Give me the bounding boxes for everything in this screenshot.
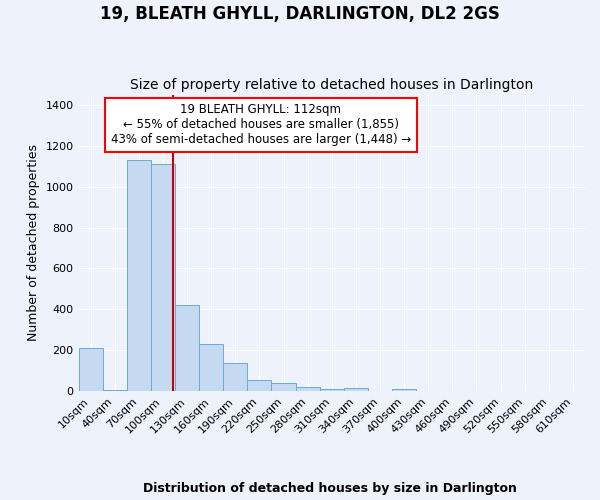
- Y-axis label: Number of detached properties: Number of detached properties: [27, 144, 40, 342]
- Text: 19, BLEATH GHYLL, DARLINGTON, DL2 2GS: 19, BLEATH GHYLL, DARLINGTON, DL2 2GS: [100, 5, 500, 23]
- Bar: [271, 384, 296, 391]
- Text: Distribution of detached houses by size in Darlington: Distribution of detached houses by size …: [143, 482, 517, 495]
- Bar: [223, 362, 247, 391]
- Bar: [175, 306, 199, 391]
- Bar: [296, 387, 320, 391]
- Bar: [344, 388, 368, 391]
- Text: 19 BLEATH GHYLL: 112sqm
← 55% of detached houses are smaller (1,855)
43% of semi: 19 BLEATH GHYLL: 112sqm ← 55% of detache…: [111, 104, 411, 146]
- Bar: [247, 380, 271, 391]
- Bar: [368, 390, 392, 391]
- Bar: [79, 348, 103, 391]
- Bar: [199, 344, 223, 391]
- Bar: [416, 390, 440, 391]
- Bar: [151, 164, 175, 391]
- Bar: [392, 389, 416, 391]
- Title: Size of property relative to detached houses in Darlington: Size of property relative to detached ho…: [130, 78, 533, 92]
- Bar: [103, 390, 127, 391]
- Bar: [127, 160, 151, 391]
- Bar: [320, 389, 344, 391]
